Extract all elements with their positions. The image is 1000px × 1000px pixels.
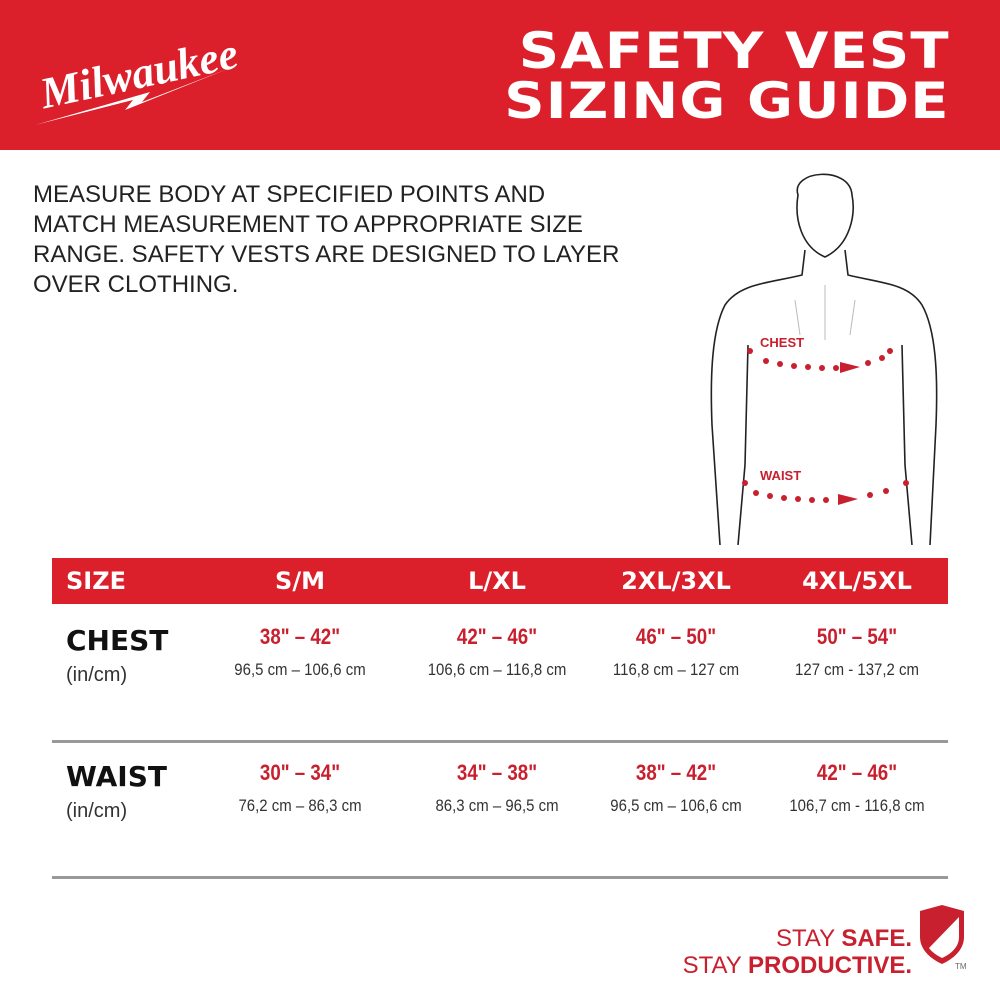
cell: 30" – 34" 76,2 cm – 86,3 cm bbox=[200, 760, 400, 816]
cell: 46" – 50" 116,8 cm – 127 cm bbox=[576, 624, 776, 680]
inch-range: 38" – 42" bbox=[635, 760, 717, 785]
intro-text: MEASURE BODY AT SPECIFIED POINTS AND MAT… bbox=[33, 181, 620, 298]
cm-range: 96,5 cm – 106,6 cm bbox=[610, 796, 742, 815]
row-divider bbox=[52, 740, 948, 743]
inch-range: 42" – 46" bbox=[456, 624, 538, 649]
inch-range: 38" – 42" bbox=[259, 624, 341, 649]
cm-range: 116,8 cm – 127 cm bbox=[612, 660, 740, 679]
cell: 38" – 42" 96,5 cm – 106,6 cm bbox=[200, 624, 400, 680]
tagline-stay: STAY bbox=[775, 925, 842, 952]
cm-range: 86,3 cm – 96,5 cm bbox=[435, 796, 559, 815]
cm-range: 76,2 cm – 86,3 cm bbox=[238, 796, 362, 815]
cell: 38" – 42" 96,5 cm – 106,6 cm bbox=[576, 760, 776, 816]
header-l-xl: L/XL bbox=[468, 567, 526, 595]
row-unit: (in/cm) bbox=[66, 664, 128, 686]
tagline-productive: PRODUCTIVE. bbox=[747, 952, 912, 979]
inch-range: 42" – 46" bbox=[816, 760, 898, 785]
waist-label: WAIST bbox=[760, 468, 801, 483]
cell: 42" – 46" 106,6 cm – 116,8 cm bbox=[397, 624, 597, 680]
tagline-safe: SAFE. bbox=[841, 925, 912, 952]
row-divider bbox=[52, 876, 948, 879]
tagline: STAY SAFE. STAY PRODUCTIVE. bbox=[683, 925, 912, 979]
header-2xl-3xl: 2XL/3XL bbox=[621, 567, 731, 595]
shield-icon bbox=[920, 905, 964, 964]
body-measurement-figure: CHEST WAIST bbox=[710, 173, 938, 545]
cell: 34" – 38" 86,3 cm – 96,5 cm bbox=[397, 760, 597, 816]
trademark: TM bbox=[955, 962, 967, 971]
row-label: WAIST bbox=[66, 760, 167, 793]
cm-range: 96,5 cm – 106,6 cm bbox=[234, 660, 366, 679]
cm-range: 106,7 cm - 116,8 cm bbox=[789, 796, 925, 815]
row-unit: (in/cm) bbox=[66, 800, 128, 822]
header-4xl-5xl: 4XL/5XL bbox=[802, 567, 912, 595]
cm-range: 127 cm - 137,2 cm bbox=[795, 660, 919, 679]
title-line-2: SIZING GUIDE bbox=[504, 72, 950, 130]
cell: 50" – 54" 127 cm - 137,2 cm bbox=[757, 624, 957, 680]
header-s-m: S/M bbox=[275, 567, 325, 595]
tagline-stay: STAY bbox=[682, 952, 748, 979]
inch-range: 34" – 38" bbox=[456, 760, 538, 785]
waist-dots bbox=[742, 480, 909, 505]
svg-text:Milwaukee: Milwaukee bbox=[35, 30, 240, 118]
title-line-1: SAFETY VEST bbox=[519, 22, 950, 80]
chest-dots bbox=[747, 348, 893, 373]
header-banner: Milwaukee SAFETY VEST SIZING GUIDE bbox=[0, 0, 1000, 150]
inch-range: 46" – 50" bbox=[635, 624, 717, 649]
row-label: CHEST bbox=[66, 624, 169, 657]
size-table-header: SIZE S/M L/XL 2XL/3XL 4XL/5XL bbox=[52, 558, 948, 604]
cell: 42" – 46" 106,7 cm - 116,8 cm bbox=[757, 760, 957, 816]
header-size: SIZE bbox=[66, 567, 127, 595]
cm-range: 106,6 cm – 116,8 cm bbox=[427, 660, 567, 679]
inch-range: 50" – 54" bbox=[816, 624, 898, 649]
page-title: SAFETY VEST SIZING GUIDE bbox=[505, 26, 950, 126]
table-row-chest: CHEST (in/cm) 38" – 42" 96,5 cm – 106,6 c… bbox=[52, 624, 948, 744]
inch-range: 30" – 34" bbox=[259, 760, 341, 785]
milwaukee-logo: Milwaukee bbox=[35, 30, 240, 125]
chest-label: CHEST bbox=[760, 335, 804, 350]
table-row-waist: WAIST (in/cm) 30" – 34" 76,2 cm – 86,3 cm… bbox=[52, 760, 948, 880]
